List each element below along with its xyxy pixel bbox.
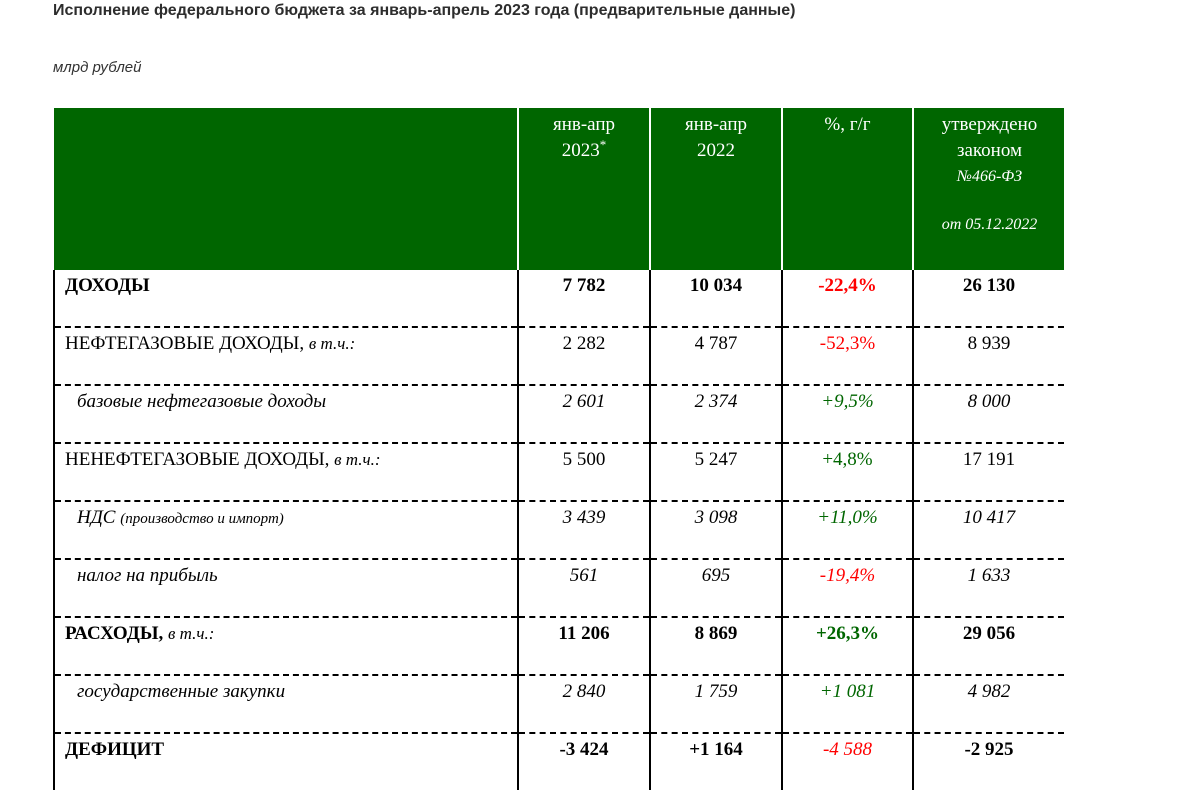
table-row: ДЕФИЦИТ -3 424 +1 164 -4 588 -2 925: [53, 733, 1064, 790]
header-jan-apr-2022: янв-апр 2022: [649, 108, 782, 270]
value-2023: 3 439: [517, 501, 651, 560]
table-row: НЕНЕФТЕГАЗОВЫЕ ДОХОДЫ, в т.ч.: 5 500 5 2…: [53, 443, 1064, 502]
value-yoy: -4 588: [781, 733, 914, 790]
table-row: НЕФТЕГАЗОВЫЕ ДОХОДЫ, в т.ч.: 2 282 4 787…: [53, 327, 1064, 386]
value-2022: 4 787: [649, 327, 783, 386]
unit-label: млрд рублей: [53, 59, 142, 76]
value-law: 8 939: [912, 327, 1064, 386]
value-2022: +1 164: [649, 733, 783, 790]
value-2023: 2 282: [517, 327, 651, 386]
value-law: 1 633: [912, 559, 1064, 618]
row-label: НЕНЕФТЕГАЗОВЫЕ ДОХОДЫ, в т.ч.:: [53, 443, 519, 502]
value-2023: 7 782: [517, 270, 651, 328]
value-yoy: -22,4%: [781, 270, 914, 328]
footnote-mark: *: [599, 136, 607, 152]
row-label: ДОХОДЫ: [53, 270, 519, 328]
value-2022: 5 247: [649, 443, 783, 502]
table-row: базовые нефтегазовые доходы 2 601 2 374 …: [53, 385, 1064, 444]
value-yoy: +4,8%: [781, 443, 914, 502]
row-label: РАСХОДЫ, в т.ч.:: [53, 617, 519, 676]
table-body: ДОХОДЫ 7 782 10 034 -22,4% 26 130 НЕФТЕГ…: [53, 270, 1064, 790]
value-yoy: +1 081: [781, 675, 914, 734]
value-yoy: +26,3%: [781, 617, 914, 676]
value-2022: 1 759: [649, 675, 783, 734]
value-yoy: +11,0%: [781, 501, 914, 560]
value-2023: 5 500: [517, 443, 651, 502]
value-yoy: -19,4%: [781, 559, 914, 618]
budget-table-container: янв-апр 2023* янв-апр 2022 %, г/г: [53, 108, 1064, 791]
row-label: базовые нефтегазовые доходы: [53, 385, 519, 444]
value-2022: 3 098: [649, 501, 783, 560]
table-header: янв-апр 2023* янв-апр 2022 %, г/г: [54, 108, 1064, 270]
header-jan-apr-2023: янв-апр 2023*: [517, 108, 650, 270]
value-2023: 561: [517, 559, 651, 618]
value-2022: 8 869: [649, 617, 783, 676]
table-row: ДОХОДЫ 7 782 10 034 -22,4% 26 130: [53, 270, 1064, 328]
table-row: налог на прибыль 561 695 -19,4% 1 633: [53, 559, 1064, 618]
value-law: -2 925: [912, 733, 1064, 790]
row-label: НЕФТЕГАЗОВЫЕ ДОХОДЫ, в т.ч.:: [53, 327, 519, 386]
row-label: государственные закупки: [53, 675, 519, 734]
budget-table: янв-апр 2023* янв-апр 2022 %, г/г: [53, 108, 1064, 790]
value-2022: 10 034: [649, 270, 783, 328]
value-2023: 2 601: [517, 385, 651, 444]
page-title: Исполнение федерального бюджета за январ…: [53, 2, 796, 19]
value-law: 10 417: [912, 501, 1064, 560]
row-label: налог на прибыль: [53, 559, 519, 618]
header-approved-by-law: утверждено законом №466-ФЗ от 05.12.2022: [912, 108, 1064, 270]
value-law: 26 130: [912, 270, 1064, 328]
value-2023: -3 424: [517, 733, 651, 790]
value-yoy: -52,3%: [781, 327, 914, 386]
value-law: 4 982: [912, 675, 1064, 734]
value-2023: 11 206: [517, 617, 651, 676]
table-row: РАСХОДЫ, в т.ч.: 11 206 8 869 +26,3% 29 …: [53, 617, 1064, 676]
table-row: государственные закупки 2 840 1 759 +1 0…: [53, 675, 1064, 734]
value-yoy: +9,5%: [781, 385, 914, 444]
row-label: ДЕФИЦИТ: [53, 733, 519, 790]
value-2023: 2 840: [517, 675, 651, 734]
header-yoy-percent: %, г/г: [781, 108, 913, 270]
value-law: 17 191: [912, 443, 1064, 502]
header-label-cell: [54, 108, 518, 270]
value-2022: 2 374: [649, 385, 783, 444]
value-law: 29 056: [912, 617, 1064, 676]
row-label: НДС (производство и импорт): [53, 501, 519, 560]
table-row: НДС (производство и импорт) 3 439 3 098 …: [53, 501, 1064, 560]
value-law: 8 000: [912, 385, 1064, 444]
value-2022: 695: [649, 559, 783, 618]
